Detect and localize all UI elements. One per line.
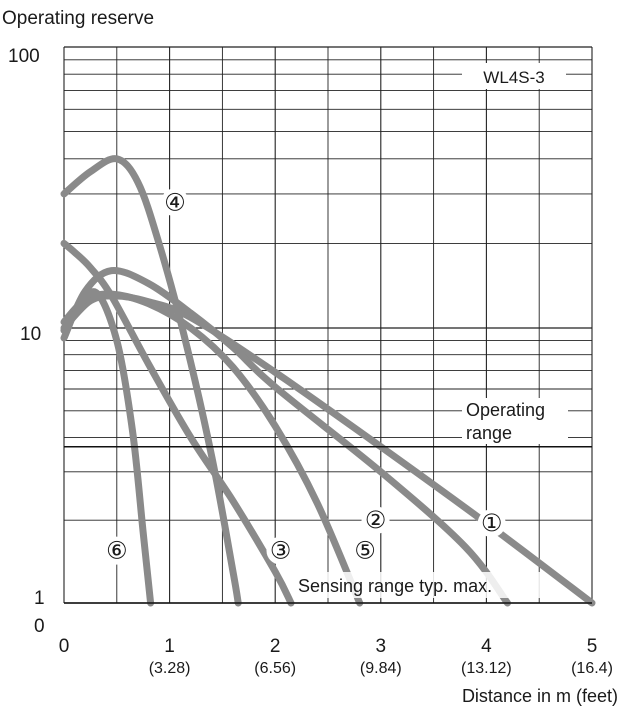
sensing-range-label: Sensing range typ. max. [298,576,492,596]
x-tick-sublabel-3: (9.84) [360,660,402,677]
y-tick-label-10: 10 [20,324,41,345]
x-tick-label-1: 1 [164,636,175,657]
series-label-2: ② [365,507,387,534]
series-label-1: ① [481,510,503,537]
chart-title: WL4S-3 [483,68,544,87]
x-tick-labels: 0 1 (3.28) 2 (6.56) 3 (9.84) 4 (13.12) 5 (16.4) [59,636,613,677]
x-tick-sublabel-1: (3.28) [149,660,191,677]
reference-lines: Operating range Sensing range typ. max. [64,398,592,604]
x-tick-label-5: 5 [587,636,598,657]
y-axis-label: Operating reserve [2,8,154,29]
series-label-bg-1 [477,509,506,538]
series-label-3: ③ [270,538,292,565]
x-tick-sublabel-2: (6.56) [254,660,296,677]
series-label-bg-2 [361,506,390,535]
y-tick-label-0: 0 [34,616,45,637]
operating-range-label-line-1: Operating [466,400,545,420]
series-line-6 [60,288,155,607]
x-tick-label-3: 3 [376,636,387,657]
series-label-bg-5 [350,536,379,565]
x-tick-label-4: 4 [481,636,492,657]
operating-range-label-bg [462,398,568,444]
chart-title-bg [462,63,566,89]
series-label-6: ⑥ [106,538,128,565]
x-tick-label-2: 2 [270,636,281,657]
series-line-4 [60,155,242,607]
series-label-5: ⑤ [354,538,376,565]
series-label-bg-4 [160,188,189,217]
sensing-range-label-bg [296,572,542,598]
x-axis-label: Distance in m (feet) [462,686,618,706]
y-tick-label-1: 1 [34,588,45,609]
x-tick-sublabel-5: (16.4) [571,660,613,677]
operating-range-label-line-2: range [466,423,512,443]
series-line-2 [60,266,511,607]
x-tick-sublabel-4: (13.12) [461,660,512,677]
series-label-4: ④ [164,189,186,216]
y-tick-label-100: 100 [8,46,40,67]
series-label-bg-3 [266,536,295,565]
series-number-labels: ① ② ③ ④ ⑤ ⑥ [102,188,506,565]
series-line-3 [60,239,295,607]
x-tick-label-0: 0 [59,636,70,657]
series-label-bg-6 [102,536,131,565]
